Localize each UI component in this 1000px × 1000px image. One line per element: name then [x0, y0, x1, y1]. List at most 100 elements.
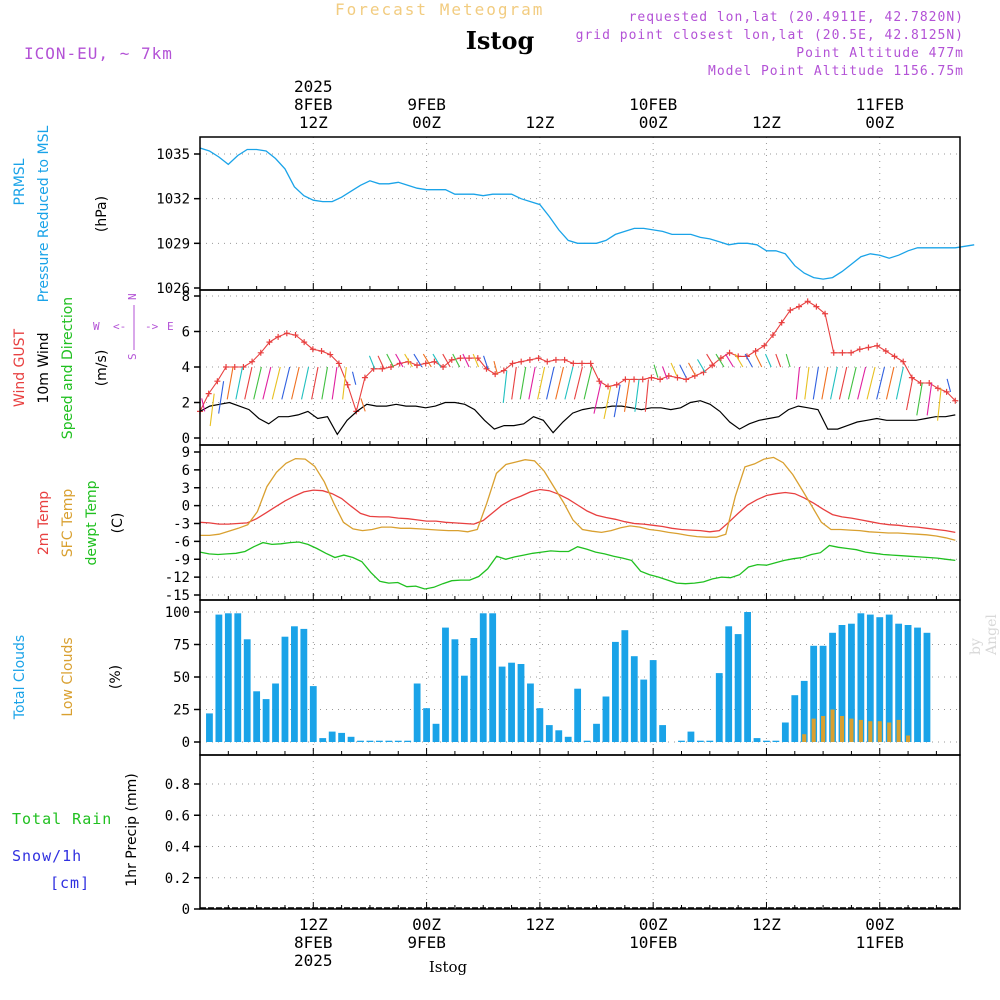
wind-direction-arrow [462, 353, 470, 368]
total-cloud-bar [866, 614, 874, 742]
y-tick-label: -12 [165, 570, 190, 586]
wind-direction-arrow [235, 366, 244, 400]
wind-direction-arrow [311, 366, 319, 400]
gust-marker [874, 342, 881, 349]
wind-direction-arrow [623, 379, 631, 412]
wind-direction-arrow [775, 353, 782, 368]
total-cloud-bar [696, 740, 704, 742]
total-cloud-bar [706, 740, 714, 742]
footer-label: Istog [429, 958, 468, 976]
wind-direction-arrow [452, 353, 461, 368]
total-cloud-bar [366, 740, 374, 742]
wind-direction-arrow [661, 366, 668, 380]
bottom-time-label: 11FEB [856, 933, 904, 952]
gust-marker [466, 355, 473, 362]
gust-marker [674, 374, 681, 381]
wind-direction-arrow [804, 366, 810, 400]
gust-marker [587, 360, 594, 367]
wind-direction-arrow [688, 362, 697, 377]
wind-direction-arrow [593, 381, 602, 414]
wind-direction-arrow [404, 353, 413, 368]
total-cloud-bar [328, 731, 336, 742]
total-cloud-bar [800, 680, 808, 742]
total-cloud-bar [574, 688, 582, 742]
total-cloud-bar [602, 696, 610, 742]
y-tick-label: 0.4 [165, 840, 190, 856]
wind-direction-arrow [226, 366, 234, 400]
model-altitude: Model Point Altitude 1156.75m [708, 64, 964, 79]
top-time-label: 12Z [752, 113, 781, 132]
total-cloud-bar [309, 686, 317, 742]
wind-direction-arrow [583, 366, 593, 400]
y-tick-label: 1032 [156, 192, 190, 208]
y-axis-label: Wind GUST [12, 328, 28, 407]
wind-direction-arrow [812, 366, 819, 400]
y-axis-label: PRMSL [12, 158, 28, 205]
gust-marker [552, 356, 559, 363]
total-cloud-bar [413, 683, 421, 742]
y-axis-label: Low Clouds [60, 637, 76, 716]
compass-west: W [93, 320, 100, 333]
gust-marker [214, 378, 221, 385]
axis-text: 102610291032103502468-15-12-9-6-30369025… [12, 77, 904, 976]
gust-marker [223, 364, 230, 370]
total-cloud-bar [725, 626, 733, 742]
total-cloud-bar [451, 639, 459, 742]
total-cloud-bar [262, 699, 270, 742]
precip-y-label: 1hr Precip (mm) [124, 773, 140, 886]
total-cloud-bar [432, 723, 440, 742]
total-cloud-bar [545, 725, 553, 742]
wind-direction-arrow [244, 366, 253, 400]
bottom-time-label: 12Z [299, 915, 328, 934]
total-cloud-bar [272, 683, 279, 742]
wind-direction-arrow [916, 382, 923, 416]
gust-marker [474, 355, 481, 362]
wind-direction-arrow [653, 364, 659, 378]
wind-direction-arrow [725, 353, 734, 368]
total-cloud-bar [744, 612, 751, 742]
gust-marker [578, 360, 585, 367]
gust-marker [344, 381, 351, 388]
gust-marker [240, 364, 247, 370]
gust-marker [622, 376, 629, 383]
y-axis-label: (m/s) [94, 350, 110, 387]
gust-marker [509, 360, 516, 367]
low-cloud-bar [887, 722, 892, 742]
gust-marker [361, 374, 368, 381]
low-cloud-bar [906, 735, 911, 742]
wind-direction-arrow [519, 366, 527, 400]
requested-coords: requested lon,lat (20.4911E, 42.7820N) [628, 10, 964, 25]
total-cloud-bar [498, 666, 506, 742]
bottom-time-label: 9FEB [407, 933, 446, 952]
total-cloud-bar [583, 740, 591, 742]
y-tick-label: 0 [182, 735, 190, 751]
wind-direction-arrow [386, 353, 395, 368]
y-tick-label: 9 [182, 445, 190, 461]
gust-marker [822, 310, 829, 317]
gust-marker [882, 348, 889, 355]
total-cloud-bar [527, 683, 534, 742]
wind-direction-arrow [697, 359, 706, 373]
total-cloud-bar [640, 679, 648, 742]
total-cloud-bar [357, 740, 364, 742]
y-tick-label: 2 [182, 396, 190, 412]
gust-marker [448, 356, 455, 363]
y-axis-label: Pressure Reduced to MSL [36, 125, 52, 302]
gust-marker [249, 358, 256, 365]
y-tick-label: 0.8 [165, 777, 190, 793]
wind-direction-arrow [613, 384, 621, 418]
wind-direction-arrow [937, 388, 942, 421]
gust-marker [309, 346, 316, 353]
wind-direction-arrow [764, 353, 772, 368]
total-cloud-bar [829, 632, 836, 742]
wind-direction-arrow [281, 366, 291, 400]
low-cloud-bar [849, 718, 854, 742]
wind-direction-arrow [300, 366, 310, 400]
total-cloud-bar [904, 625, 912, 742]
gust-marker [283, 330, 290, 337]
compass-north: N [126, 293, 139, 300]
total-cloud-bar [763, 740, 770, 742]
y-axis-label: Total Clouds [12, 635, 28, 720]
y-tick-label: -15 [165, 588, 190, 604]
gust-marker [596, 378, 603, 385]
